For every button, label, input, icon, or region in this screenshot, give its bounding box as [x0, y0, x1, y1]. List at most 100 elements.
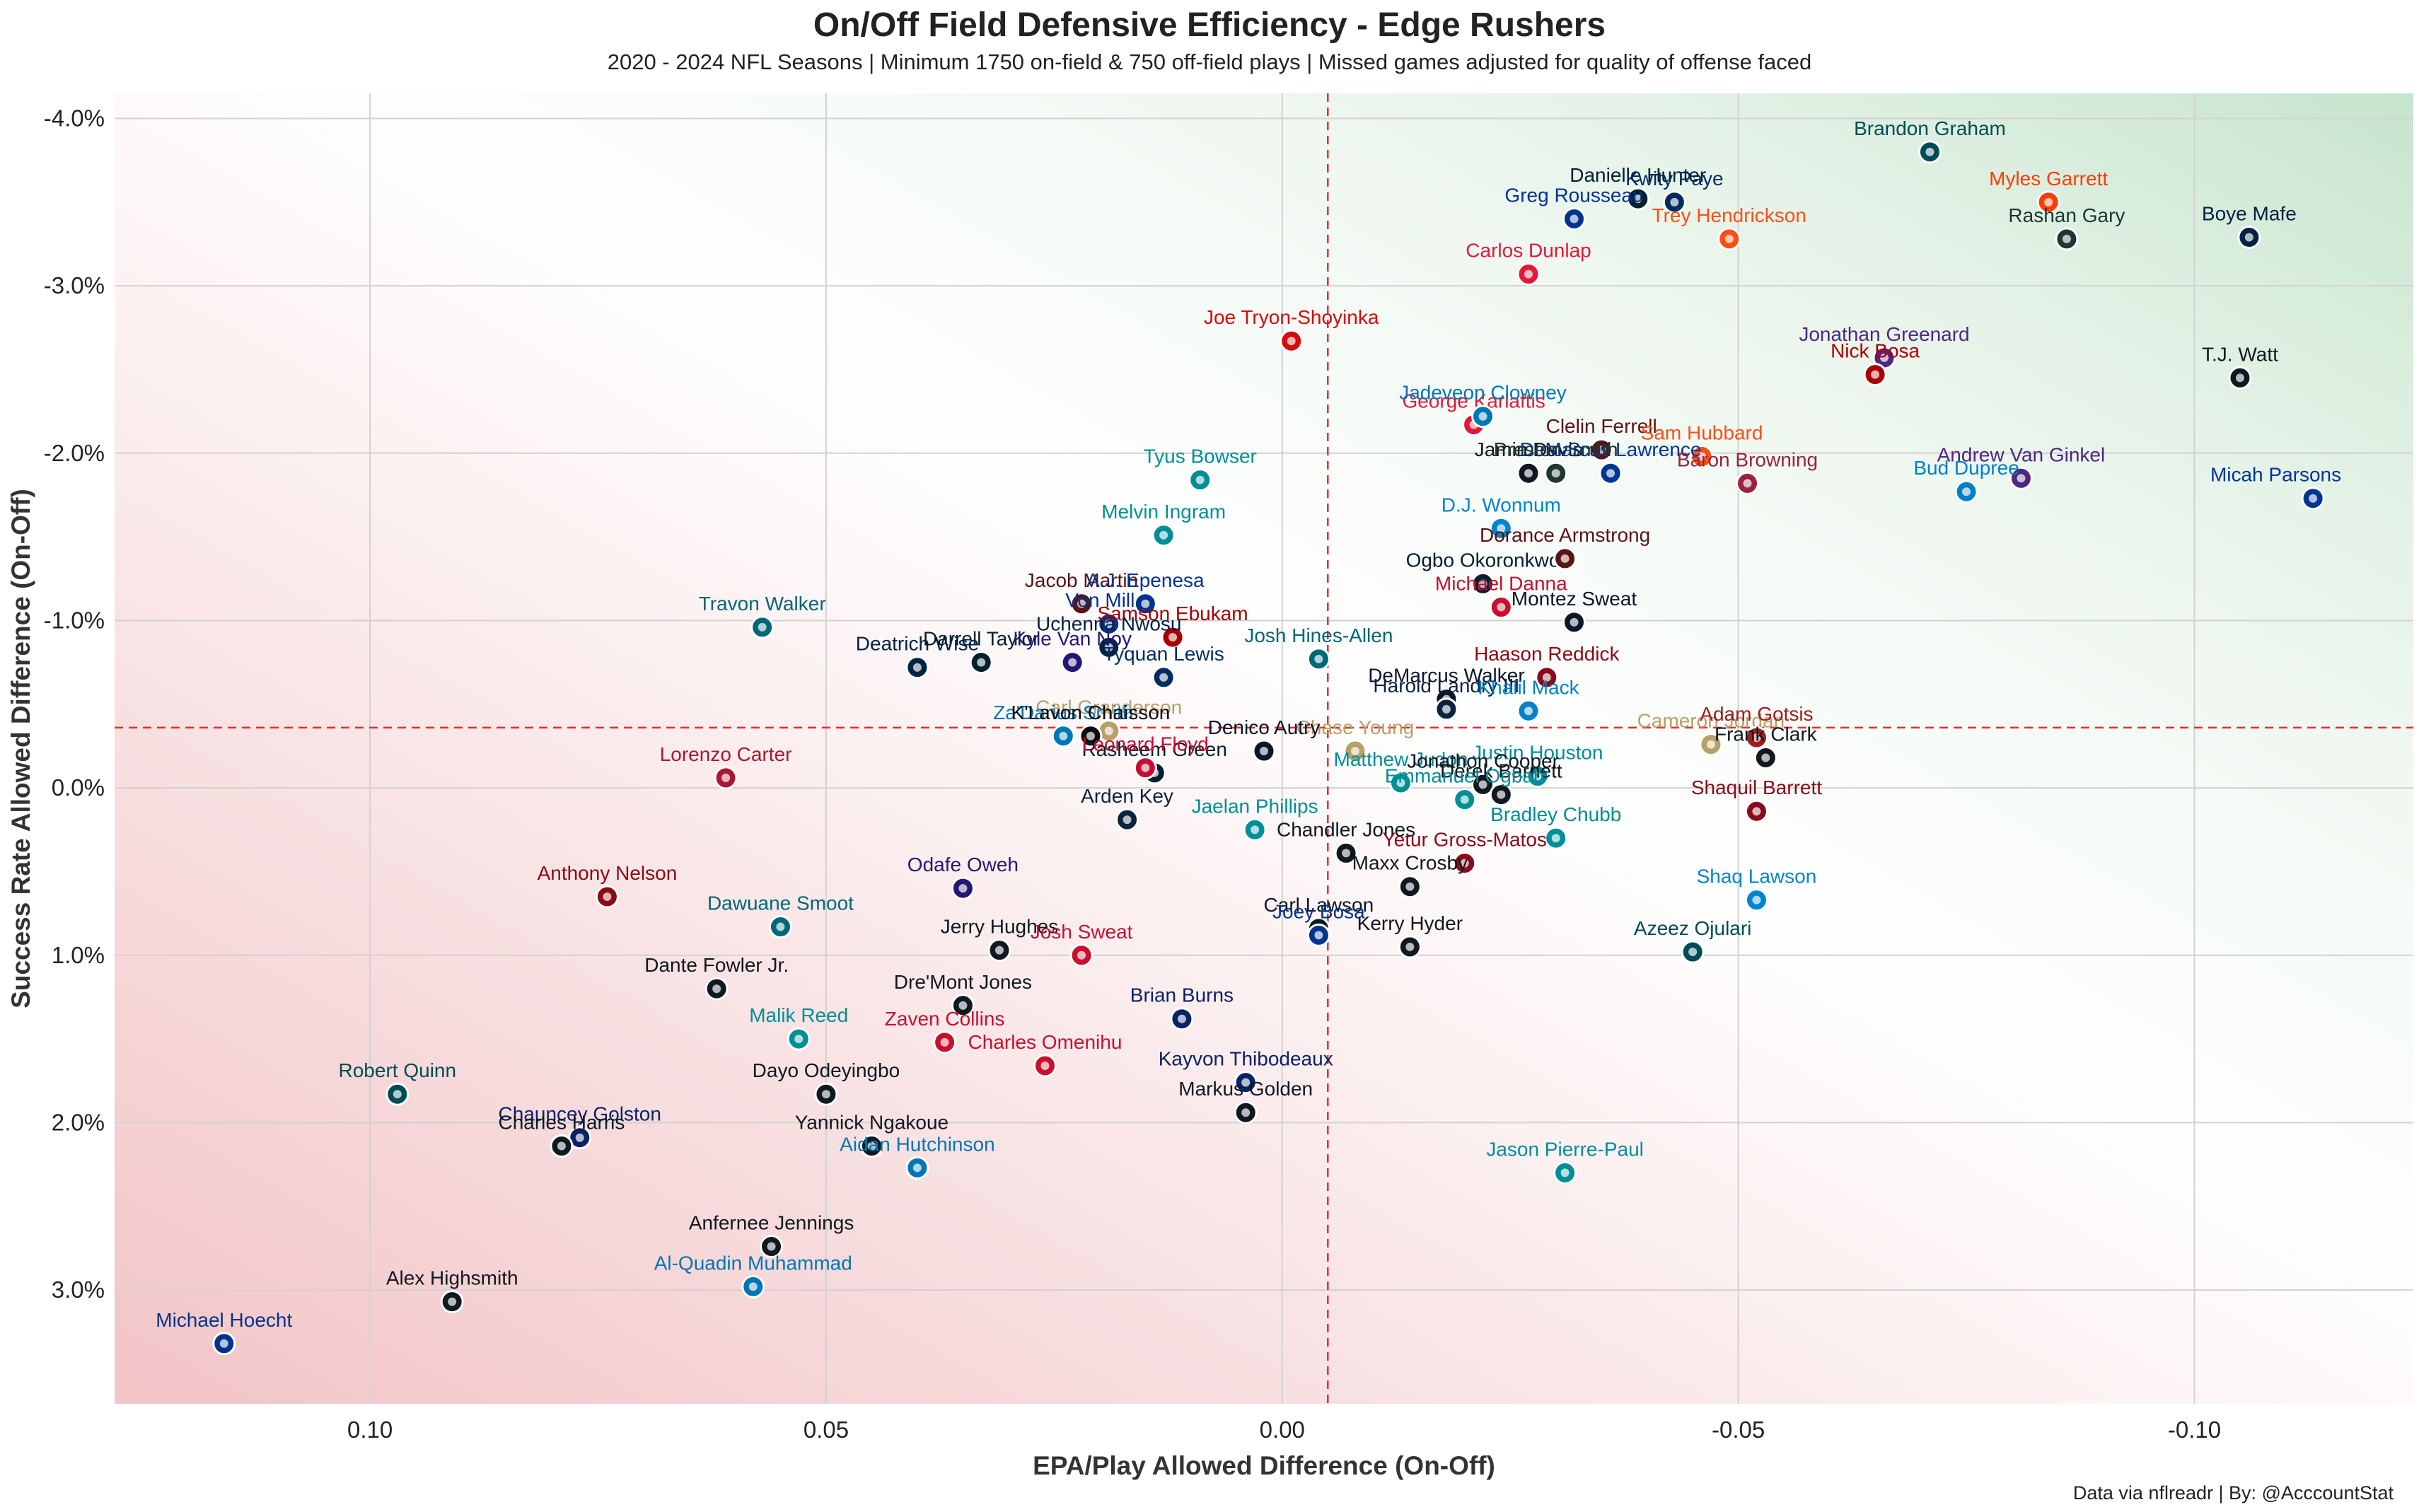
team-logo-center	[1478, 579, 1487, 588]
player-label: Rasheem Green	[1082, 738, 1227, 760]
player-point: Jonathon Cooper	[1407, 750, 1559, 796]
team-logo-center	[1159, 673, 1168, 682]
player-point: Jamin Davis	[1475, 438, 1582, 485]
player-point: Khalil Mack	[1478, 676, 1580, 723]
team-logo-center	[1533, 772, 1542, 781]
player-point: Carlos Dunlap	[1466, 240, 1591, 286]
player-label: Boye Mafe	[2202, 203, 2297, 225]
player-label: Kwity Paye	[1625, 168, 1724, 190]
team-logo-center	[912, 663, 922, 672]
data-credit: Data via nflreadr | By: @AcccountStat	[2072, 1482, 2394, 1504]
player-label: Myles Garrett	[1989, 168, 2108, 190]
player-point: Chauncey Golston	[499, 1103, 661, 1150]
player-label: Tyquan Lewis	[1103, 643, 1224, 665]
player-point: Charles Harris	[498, 1112, 625, 1158]
player-label: Carl Lawson	[1264, 894, 1374, 916]
y-tick-label: -3.0%	[44, 272, 105, 298]
player-point: Shaquil Barrett	[1691, 777, 1822, 823]
team-logo-center	[1724, 234, 1734, 243]
x-tick-label: 0.10	[347, 1417, 393, 1443]
team-logo-center	[1670, 197, 1679, 207]
player-label: Chase Young	[1296, 716, 1415, 738]
player-point: Carl Granderson	[1036, 697, 1182, 743]
player-label: Dayo Odeyingbo	[753, 1059, 900, 1081]
team-logo-center	[748, 1282, 758, 1291]
player-point: Bud Dupree	[1913, 457, 2019, 504]
player-label: Odafe Oweh	[907, 854, 1019, 876]
player-label: Carl Granderson	[1036, 697, 1182, 719]
player-label: Bradley Chubb	[1490, 803, 1621, 825]
player-point: Al-Quadin Muhammad	[654, 1252, 852, 1298]
player-label: Melvin Ingram	[1101, 501, 1226, 523]
player-point: Kayvon Thibodeaux	[1159, 1048, 1333, 1095]
player-point: Maxx Crosby	[1352, 852, 1468, 899]
team-logo-center	[1688, 948, 1698, 957]
player-label: Markus Golden	[1178, 1078, 1313, 1100]
player-point: Za'Darius Smith	[993, 702, 1133, 748]
player-point: Leonard Floyd	[1082, 733, 1209, 780]
player-label: Chauncey Golston	[499, 1103, 661, 1125]
team-logo-center	[1478, 780, 1487, 789]
player-label: Joey Bosa	[1272, 900, 1365, 922]
team-logo-center	[1350, 747, 1359, 756]
player-label: Michael Danna	[1435, 573, 1567, 595]
team-logo-center	[767, 1242, 776, 1251]
player-point: Brandon Graham	[1854, 117, 2006, 164]
team-logo-center	[1460, 859, 1469, 868]
player-label: Frank Clark	[1715, 723, 1818, 745]
player-label: Al-Quadin Muhammad	[654, 1252, 852, 1274]
player-label: Za'Darius Smith	[993, 702, 1133, 723]
player-label: Greg Rousseau	[1504, 184, 1643, 206]
player-label: Dorance Armstrong	[1480, 524, 1650, 546]
player-point: Jason Pierre-Paul	[1486, 1138, 1644, 1185]
team-logo-center	[776, 922, 785, 931]
player-label: Travon Walker	[699, 593, 826, 615]
player-point: D.J. Wonnum	[1441, 494, 1561, 540]
player-point: Dante Fowler Jr.	[644, 954, 789, 1001]
player-point: Shaq Lawson	[1697, 866, 1816, 912]
team-logo-center	[1570, 617, 1579, 627]
team-logo-center	[721, 773, 731, 782]
team-logo-center	[1059, 731, 1068, 740]
y-tick-label: 3.0%	[52, 1277, 105, 1303]
player-point: George Karlaftis	[1402, 390, 1545, 437]
y-tick-label: 1.0%	[52, 942, 105, 968]
team-logo-center	[603, 892, 612, 901]
team-logo-center	[1104, 643, 1113, 652]
player-label: A.J. Epenesa	[1086, 569, 1205, 591]
player-label: Josh Sweat	[1031, 921, 1133, 943]
team-logo-center	[1524, 706, 1533, 716]
player-label: Joe Tryon-Shoyinka	[1204, 306, 1379, 328]
player-label: DeMarcus Lawrence	[1520, 438, 1702, 460]
player-label: DeMarcus Walker	[1368, 665, 1524, 687]
grid-lines	[115, 93, 2413, 1404]
team-logo-center	[940, 1037, 949, 1047]
team-logo-center	[1962, 487, 1971, 496]
team-logo-center	[1068, 658, 1077, 667]
player-point: Jerry Hughes	[941, 916, 1058, 963]
team-logo-center	[912, 1163, 922, 1173]
player-label: Jonathon Cooper	[1407, 750, 1559, 772]
player-label: Leonard Floyd	[1082, 733, 1209, 755]
axis-ticks: 0.10 0.05 0.00 -0.05 -0.10 -4.0% -3.0% -2.0% -1.…	[44, 105, 2221, 1443]
team-logo-center	[1570, 214, 1579, 223]
team-logo-center	[1195, 475, 1205, 484]
player-point: Nick Bosa	[1831, 340, 1920, 387]
player-point: Dayo Odeyingbo	[753, 1059, 900, 1106]
team-logo-center	[1241, 1108, 1251, 1117]
team-logo-center	[1104, 726, 1113, 735]
player-point: Malik Reed	[749, 1004, 848, 1051]
chart-title: On/Off Field Defensive Efficiency - Edge…	[813, 6, 1606, 44]
player-label: George Karlaftis	[1402, 390, 1545, 412]
data-points: Brandon Graham Myles Garrett Boye Mafe Rash…	[156, 117, 2341, 1356]
player-label: Josh Hines-Allen	[1244, 624, 1393, 646]
x-tick-label: -0.10	[2168, 1417, 2221, 1443]
player-point: Anthony Nelson	[538, 862, 677, 909]
player-point: Adam Gotsis	[1700, 703, 1814, 750]
player-label: Alex Highsmith	[386, 1267, 518, 1289]
team-logo-center	[1478, 412, 1487, 421]
player-label: Brandon Graham	[1854, 117, 2006, 139]
player-label: Anfernee Jennings	[689, 1212, 854, 1234]
player-point: Odafe Oweh	[907, 854, 1019, 900]
team-logo-center	[1925, 147, 1934, 156]
